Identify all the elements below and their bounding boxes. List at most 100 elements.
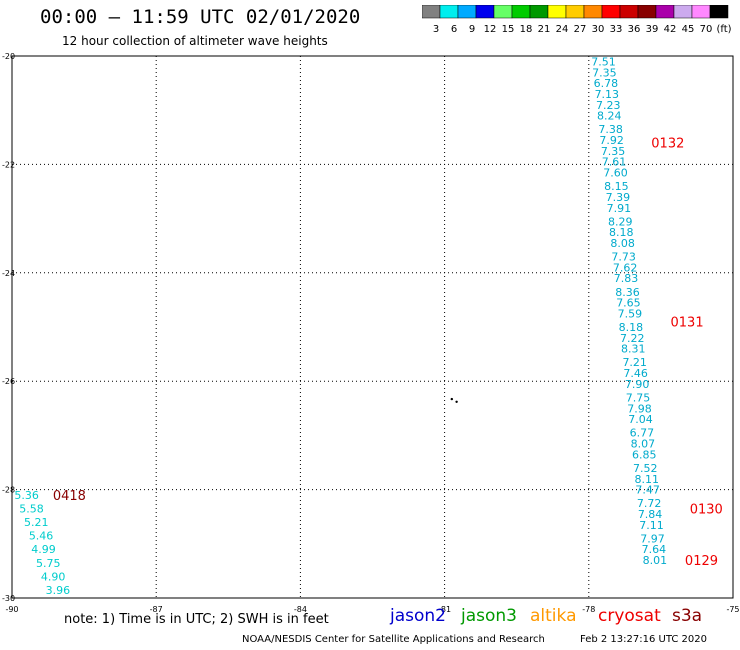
wave-height-label: 4.90: [41, 570, 65, 583]
x-tick-label: -78: [582, 605, 595, 614]
wave-height-label: 7.39: [606, 191, 631, 204]
island-marker: [455, 400, 458, 403]
wave-height-label: 7.22: [620, 332, 645, 345]
chart-title: 00:00 – 11:59 UTC 02/01/2020: [40, 6, 361, 28]
y-tick-label: -28: [2, 486, 15, 495]
pass-time-label: 0131: [671, 316, 704, 331]
wave-height-label: 7.52: [633, 462, 658, 475]
footnote: note: 1) Time is in UTC; 2) SWH is in fe…: [64, 612, 329, 627]
wave-height-label: 7.47: [635, 484, 660, 497]
wave-height-label: 7.60: [603, 167, 628, 180]
colorbar-label: 9: [469, 24, 475, 35]
colorbar-label: 33: [610, 24, 623, 35]
wave-height-label: 8.18: [619, 321, 644, 334]
wave-height-label: 8.01: [643, 554, 668, 567]
wave-height-label: 7.91: [607, 202, 632, 215]
x-tick-label: -75: [726, 605, 739, 614]
satellite-legend-jason2: jason2: [390, 606, 446, 626]
x-tick-label: -87: [150, 605, 163, 614]
satellite-legend-cryosat: cryosat: [598, 606, 661, 626]
wave-height-label: 7.13: [595, 88, 620, 101]
colorbar-label: 18: [520, 24, 533, 35]
wave-height-label: 7.59: [618, 307, 643, 320]
wave-height-label: 7.61: [602, 156, 627, 169]
wave-height-label: 5.46: [29, 530, 54, 543]
colorbar-label: 36: [628, 24, 641, 35]
wave-height-label: 7.51: [591, 55, 616, 68]
satellite-legend-jason3: jason3: [461, 606, 517, 626]
y-tick-label: -22: [2, 160, 15, 169]
colorbar-label: (ft): [716, 24, 731, 35]
wave-height-label: 5.75: [36, 557, 61, 570]
chart-subtitle: 12 hour collection of altimeter wave hei…: [62, 34, 328, 48]
wave-height-label: 8.31: [621, 343, 646, 356]
wave-height-label: 7.21: [622, 356, 647, 369]
wave-height-label: 5.21: [24, 516, 49, 529]
wave-height-label: 7.04: [628, 413, 653, 426]
colorbar: 3 6 9 12 15 18 21 24 27 30 33 36 39 42 45 70 (ft): [422, 5, 732, 35]
wave-height-label: 7.11: [639, 519, 664, 532]
x-tick-label: -90: [5, 605, 18, 614]
wave-height-label: 7.35: [592, 66, 617, 79]
colorbar-label: 15: [502, 24, 515, 35]
colorbar-label: 42: [664, 24, 677, 35]
wave-height-label: 7.62: [613, 261, 638, 274]
y-tick-label: -24: [2, 269, 15, 278]
wave-height-label: 8.36: [615, 286, 640, 299]
plot-frame: [11, 55, 734, 599]
x-tick-label: -84: [294, 605, 307, 614]
pass-time-label: 0130: [690, 503, 723, 518]
colorbar-label: 3: [433, 24, 439, 35]
colorbar-label: 27: [574, 24, 587, 35]
wave-height-label: 7.23: [596, 99, 621, 112]
wave-height-label: 7.64: [642, 543, 667, 556]
wave-height-label: 3.96: [46, 584, 71, 597]
wave-height-label: 5.58: [19, 503, 44, 516]
wave-height-label: 7.35: [601, 145, 626, 158]
wave-height-label: 7.92: [599, 134, 624, 147]
wave-height-label: 8.08: [610, 237, 635, 250]
wave-height-label: 7.97: [640, 532, 665, 545]
wave-height-label: 7.73: [611, 251, 636, 264]
colorbar-label: 39: [646, 24, 659, 35]
wave-height-label: 6.85: [632, 448, 657, 461]
wave-height-label: 7.98: [627, 402, 652, 415]
y-tick-label: -26: [2, 377, 15, 386]
wave-height-label: 7.83: [614, 272, 639, 285]
wave-height-label: 8.15: [604, 180, 629, 193]
wave-height-label: 8.11: [634, 473, 659, 486]
wave-height-label: 7.75: [626, 391, 651, 404]
wave-height-label: 6.77: [630, 427, 655, 440]
wave-height-label: 7.38: [598, 123, 623, 136]
wave-height-label: 7.72: [637, 497, 662, 510]
colorbar-label: 6: [451, 24, 457, 35]
island-marker: [450, 397, 454, 401]
satellite-legend-s3a: s3a: [672, 606, 703, 626]
y-tick-label: -30: [2, 594, 15, 603]
wave-height-label: 8.24: [597, 110, 622, 123]
x-tick-label: -81: [438, 605, 451, 614]
pass-time-label: 0418: [53, 489, 86, 504]
credit-date: Feb 2 13:27:16 UTC 2020: [580, 634, 707, 645]
wave-height-label: 4.99: [31, 543, 56, 556]
colorbar-label: 70: [700, 24, 713, 35]
y-tick-label: -20: [2, 52, 15, 61]
pass-time-label: 0129: [685, 554, 718, 569]
pass-time-label: 0132: [651, 137, 684, 152]
wave-height-label: 7.65: [616, 297, 641, 310]
colorbar-label: 45: [682, 24, 695, 35]
satellite-legend-altika: altika: [530, 606, 577, 626]
credit-line: NOAA/NESDIS Center for Satellite Applica…: [242, 634, 545, 645]
wave-height-label: 6.78: [594, 77, 619, 90]
wave-height-label: 7.90: [625, 378, 650, 391]
colorbar-label: 24: [556, 24, 569, 35]
colorbar-label: 30: [592, 24, 605, 35]
colorbar-swatch: [709, 5, 729, 19]
wave-height-label: 8.07: [631, 438, 656, 451]
colorbar-label: 21: [538, 24, 551, 35]
wave-height-label: 7.46: [623, 367, 648, 380]
wave-height-label: 8.29: [608, 215, 633, 228]
wave-height-label: 7.84: [638, 508, 663, 521]
